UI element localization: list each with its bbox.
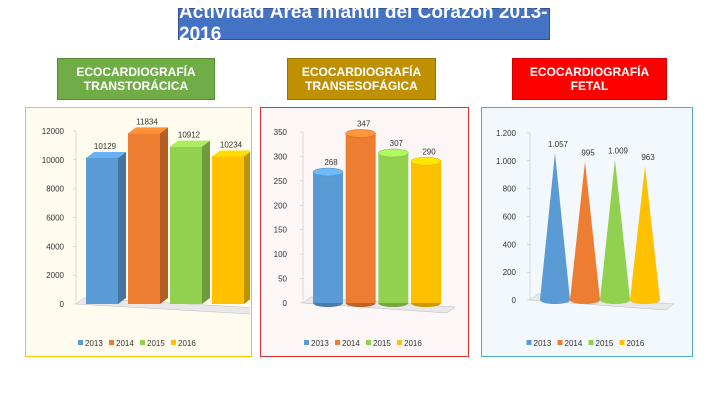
legend-label: 2016 xyxy=(178,339,196,348)
bar xyxy=(170,146,202,304)
y-tick-label: 200 xyxy=(503,268,517,277)
value-label: 10129 xyxy=(94,142,117,151)
legend-swatch xyxy=(78,340,83,345)
value-label: 10234 xyxy=(220,140,243,149)
legend-label: 2016 xyxy=(627,339,645,348)
legend-swatch xyxy=(397,340,402,345)
y-tick-label: 4000 xyxy=(46,242,64,251)
cylinder-top xyxy=(312,167,344,177)
bar xyxy=(212,156,244,304)
legend-label: 2016 xyxy=(404,339,422,348)
y-tick-label: 1.000 xyxy=(496,157,517,166)
legend-label: 2013 xyxy=(311,339,329,348)
value-label: 290 xyxy=(422,147,436,156)
cone xyxy=(540,152,570,304)
y-tick-label: 600 xyxy=(503,213,517,222)
cylinder xyxy=(411,161,441,303)
cylinder-top xyxy=(345,129,376,138)
bar-top xyxy=(128,127,168,134)
legend-swatch xyxy=(366,340,371,345)
y-tick-label: 12000 xyxy=(42,127,65,136)
y-tick-label: 0 xyxy=(283,299,288,308)
cylinder-top xyxy=(378,148,409,158)
bar xyxy=(86,157,118,304)
y-tick-label: 10000 xyxy=(42,156,65,165)
cylinder xyxy=(313,172,343,303)
y-tick-label: 250 xyxy=(274,177,288,186)
legend-swatch xyxy=(109,340,114,345)
y-tick-label: 8000 xyxy=(46,185,64,194)
value-label: 995 xyxy=(581,149,595,158)
cone xyxy=(600,159,630,304)
legend-swatch xyxy=(171,340,176,345)
legend-label: 2013 xyxy=(85,339,103,348)
legend-label: 2013 xyxy=(534,339,552,348)
chart: 0 2000 4000 6000 8000 10000 12000 10129 11834 109… xyxy=(42,117,259,348)
y-tick-label: 0 xyxy=(60,300,65,309)
cylinder xyxy=(378,153,409,303)
bar-top xyxy=(86,151,126,158)
chart-panel: 0 50 100 150 200 250 300 350 268 347 307 290 2013 201… xyxy=(260,107,469,357)
y-tick-label: 800 xyxy=(503,185,517,194)
bar-side xyxy=(202,140,210,304)
value-label: 963 xyxy=(641,153,655,162)
legend-label: 2015 xyxy=(373,339,391,348)
value-label: 1.057 xyxy=(548,140,569,149)
legend-swatch xyxy=(588,340,594,345)
legend-swatch xyxy=(526,340,532,345)
value-label: 10912 xyxy=(178,131,201,140)
legend-label: 2014 xyxy=(565,339,583,348)
value-label: 347 xyxy=(357,119,371,128)
bar-side xyxy=(118,151,126,304)
legend-label: 2014 xyxy=(342,339,360,348)
y-tick-label: 6000 xyxy=(46,214,64,223)
chart: 0 50 100 150 200 250 300 350 268 347 307 290 2013 201… xyxy=(274,119,456,348)
value-label: 307 xyxy=(390,139,404,148)
y-tick-label: 150 xyxy=(274,226,288,235)
y-tick-label: 2000 xyxy=(46,271,64,280)
y-tick-label: 100 xyxy=(274,250,288,259)
cone xyxy=(630,165,660,304)
y-tick-label: 1.200 xyxy=(496,129,517,138)
legend-swatch xyxy=(619,340,625,345)
legend-swatch xyxy=(304,340,309,345)
legend-swatch xyxy=(557,340,563,345)
value-label: 1.009 xyxy=(608,147,629,156)
chart: 0 200 400 600 800 1.000 1.200 1.057 995 1.009 963 2… xyxy=(496,129,675,348)
bar-top xyxy=(212,150,252,157)
legend-swatch xyxy=(335,340,340,345)
slide-title: Actividad Área Infantil del Corazón 2013… xyxy=(178,2,550,45)
bar-side xyxy=(244,150,252,304)
legend-label: 2015 xyxy=(596,339,614,348)
y-tick-label: 50 xyxy=(278,275,287,284)
cylinder xyxy=(345,133,376,303)
cone xyxy=(570,161,600,304)
bar-top xyxy=(170,140,210,147)
y-tick-label: 400 xyxy=(503,240,517,249)
legend-swatch xyxy=(140,340,145,345)
chart-panel: 0 200 400 600 800 1.000 1.200 1.057 995 1.009 963 2… xyxy=(481,107,693,357)
value-label: 268 xyxy=(324,158,338,167)
bar-side xyxy=(160,127,168,305)
chart-title: ECOCARDIOGRAFÍA TRANSTORÁCICA xyxy=(57,58,215,100)
y-tick-label: 200 xyxy=(274,201,288,210)
y-tick-label: 350 xyxy=(274,128,288,137)
bar xyxy=(128,133,160,304)
cylinder-top xyxy=(410,157,442,166)
y-tick-label: 0 xyxy=(512,296,517,305)
chart-panel: 0 2000 4000 6000 8000 10000 12000 10129 11834 109… xyxy=(25,107,259,357)
value-label: 11834 xyxy=(136,117,158,126)
legend-label: 2015 xyxy=(147,339,165,348)
chart-title: ECOCARDIOGRAFÍA FETAL xyxy=(512,58,667,100)
chart-title: ECOCARDIOGRAFÍA TRANSESOFÁGICA xyxy=(287,58,436,100)
y-tick-label: 300 xyxy=(274,152,288,161)
legend-label: 2014 xyxy=(116,339,134,348)
